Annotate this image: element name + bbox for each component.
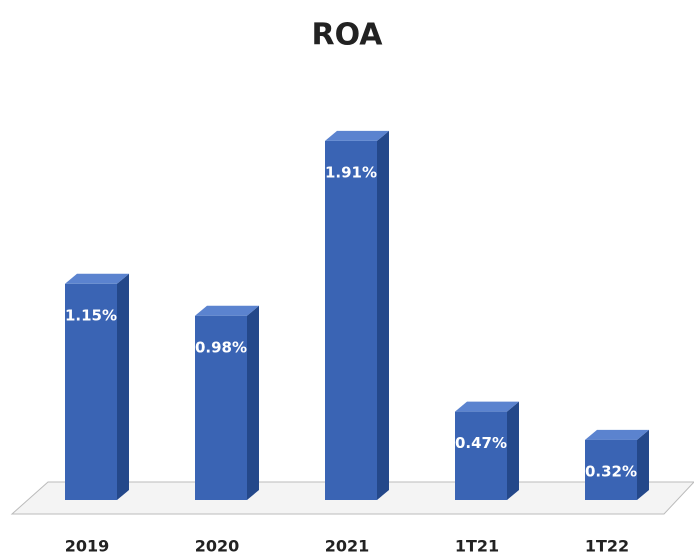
bar-top <box>585 429 649 440</box>
data-label: 1.91% <box>325 163 377 181</box>
bar-front <box>325 140 377 501</box>
x-tick-label: 1T22 <box>585 537 629 556</box>
bar-side <box>117 273 129 500</box>
data-label: 0.98% <box>195 338 247 356</box>
data-label: 0.32% <box>585 462 637 480</box>
bar-side <box>507 401 519 500</box>
data-label: 1.15% <box>65 306 117 324</box>
bar <box>455 401 519 500</box>
bar <box>585 429 649 500</box>
x-tick-label: 2021 <box>325 537 370 556</box>
bar-side <box>377 130 389 501</box>
bar-side <box>637 429 649 500</box>
bar-front <box>455 411 507 500</box>
bar <box>325 130 389 501</box>
data-label: 0.47% <box>455 434 507 452</box>
x-tick-label: 2019 <box>65 537 110 556</box>
bar-front <box>195 315 247 500</box>
x-tick-label: 1T21 <box>455 537 499 556</box>
bar-top <box>65 273 129 284</box>
x-tick-label: 2020 <box>195 537 240 556</box>
bar-top <box>455 401 519 412</box>
bar-front <box>585 439 637 500</box>
bar-front <box>65 283 117 500</box>
bar <box>65 273 129 500</box>
bar-top <box>195 305 259 316</box>
bar-top <box>325 130 389 141</box>
bar <box>195 305 259 500</box>
bar-side <box>247 305 259 500</box>
chart-title: ROA <box>311 18 383 53</box>
